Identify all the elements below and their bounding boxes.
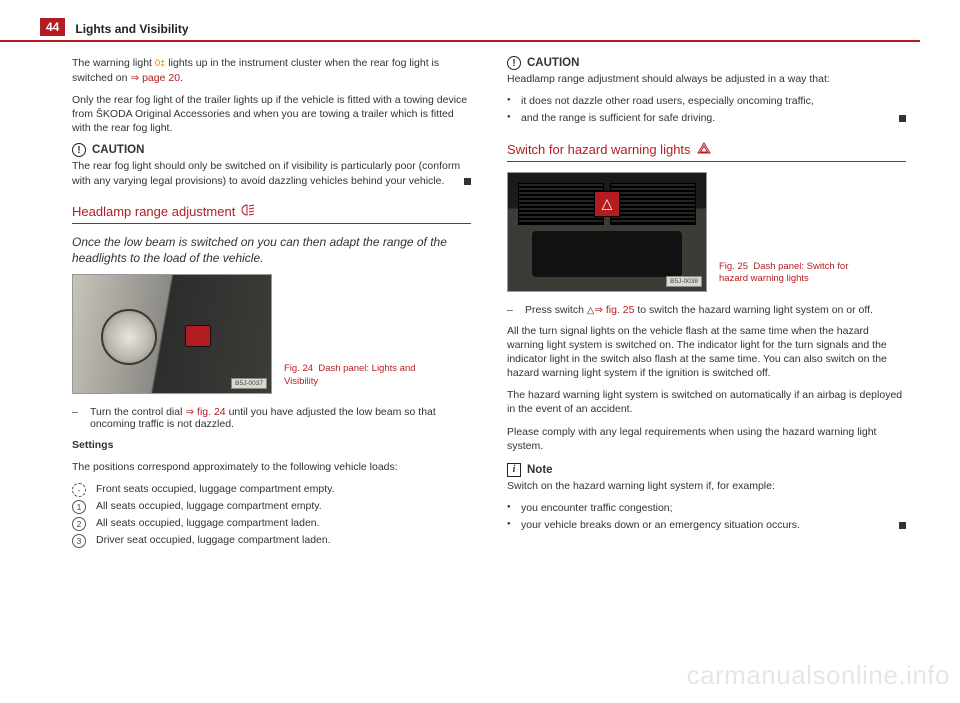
figure-24-image: B5J-0037 bbox=[72, 274, 272, 394]
caution-icon: ! bbox=[507, 56, 521, 70]
note-list: you encounter traffic congestion; your v… bbox=[507, 501, 906, 532]
position-mark: 3 bbox=[72, 534, 86, 548]
section-rule bbox=[72, 223, 471, 224]
hazard-button-graphic bbox=[185, 325, 211, 347]
position-text: All seats occupied, luggage compartment … bbox=[96, 517, 320, 531]
page-header: 44 Lights and Visibility bbox=[0, 0, 960, 40]
intro-paragraph-1: The warning light 0‡ lights up in the in… bbox=[72, 56, 471, 85]
section-title-text: Headlamp range adjustment bbox=[72, 204, 235, 219]
caution-label: CAUTION bbox=[92, 144, 144, 156]
position-row: 1 All seats occupied, luggage compartmen… bbox=[72, 500, 471, 514]
text-run: The warning light bbox=[72, 57, 155, 69]
figure-ref: ⇒ fig. 24 bbox=[185, 406, 225, 418]
text-run: Press switch bbox=[525, 304, 587, 316]
page-number: 44 bbox=[40, 18, 65, 36]
list-item: your vehicle breaks down or an emergency… bbox=[507, 518, 906, 532]
caution-label: CAUTION bbox=[527, 57, 579, 69]
text-run: Turn the control dial bbox=[90, 406, 185, 418]
position-list: - Front seats occupied, luggage compartm… bbox=[72, 483, 471, 548]
list-item: it does not dazzle other road users, esp… bbox=[507, 94, 906, 108]
figure-24-caption: Fig. 24 Dash panel: Lights and Visibilit… bbox=[284, 363, 434, 394]
fog-light-icon: 0‡ bbox=[155, 58, 166, 71]
figure-label: B5J-0038 bbox=[666, 276, 702, 287]
body-paragraph: The hazard warning light system is switc… bbox=[507, 388, 906, 416]
note-lead: Switch on the hazard warning light syste… bbox=[507, 479, 906, 493]
figure-25-caption: Fig. 25 Dash panel: Switch for hazard wa… bbox=[719, 261, 869, 292]
position-text: All seats occupied, luggage compartment … bbox=[96, 500, 322, 514]
radio-graphic bbox=[532, 231, 682, 277]
end-marker bbox=[899, 115, 906, 122]
intro-paragraph-2: Only the rear fog light of the trailer l… bbox=[72, 93, 471, 136]
caution-list: it does not dazzle other road users, esp… bbox=[507, 94, 906, 125]
hazard-triangle-icon bbox=[697, 142, 711, 157]
note-label: Note bbox=[527, 464, 553, 476]
page-title: Lights and Visibility bbox=[75, 22, 188, 36]
step-item: – Press switch △ ⇒ fig. 25 to switch the… bbox=[507, 304, 906, 316]
figure-label: B5J-0037 bbox=[231, 378, 267, 389]
page-ref: ⇒ page 20 bbox=[130, 72, 180, 84]
section-lead: Once the low beam is switched on you can… bbox=[72, 234, 471, 266]
list-item: you encounter traffic congestion; bbox=[507, 501, 906, 515]
figure-25: △ B5J-0038 Fig. 25 Dash panel: Switch fo… bbox=[507, 172, 906, 292]
step-text: Turn the control dial ⇒ fig. 24 until yo… bbox=[90, 406, 471, 430]
section-title-text: Switch for hazard warning lights bbox=[507, 142, 691, 157]
caution-heading: ! CAUTION bbox=[72, 143, 471, 157]
caution-heading: ! CAUTION bbox=[507, 56, 906, 70]
section-title-headlamp: Headlamp range adjustment bbox=[72, 204, 471, 219]
left-column: The warning light 0‡ lights up in the in… bbox=[72, 56, 471, 551]
right-column: ! CAUTION Headlamp range adjustment shou… bbox=[507, 56, 906, 551]
watermark: carmanualsonline.info bbox=[687, 660, 950, 691]
settings-lead: The positions correspond approximately t… bbox=[72, 460, 471, 474]
light-dial-graphic bbox=[101, 309, 157, 365]
section-title-hazard: Switch for hazard warning lights bbox=[507, 142, 906, 157]
position-text: Front seats occupied, luggage compartmen… bbox=[96, 483, 335, 497]
dash-bullet: – bbox=[72, 406, 80, 430]
figure-number: Fig. 25 bbox=[719, 261, 748, 272]
position-mark: - bbox=[72, 483, 86, 497]
dash-bullet: – bbox=[507, 304, 515, 316]
position-text: Driver seat occupied, luggage compartmen… bbox=[96, 534, 331, 548]
position-row: 2 All seats occupied, luggage compartmen… bbox=[72, 517, 471, 531]
text-run: to switch the hazard warning light syste… bbox=[634, 304, 873, 316]
position-mark: 2 bbox=[72, 517, 86, 531]
caution-lead: Headlamp range adjustment should always … bbox=[507, 72, 906, 86]
content-columns: The warning light 0‡ lights up in the in… bbox=[0, 42, 960, 551]
end-marker bbox=[464, 178, 471, 185]
text-run: The rear fog light should only be switch… bbox=[72, 160, 460, 186]
figure-ref: ⇒ fig. 25 bbox=[594, 304, 634, 316]
position-mark: 1 bbox=[72, 500, 86, 514]
figure-number: Fig. 24 bbox=[284, 363, 313, 374]
text-run: . bbox=[180, 72, 183, 84]
list-item: and the range is sufficient for safe dri… bbox=[507, 111, 906, 125]
caution-body: The rear fog light should only be switch… bbox=[72, 159, 471, 187]
headlamp-icon bbox=[241, 204, 255, 219]
caution-icon: ! bbox=[72, 143, 86, 157]
end-marker bbox=[899, 522, 906, 529]
figure-24: B5J-0037 Fig. 24 Dash panel: Lights and … bbox=[72, 274, 471, 394]
body-paragraph: Please comply with any legal requirement… bbox=[507, 425, 906, 453]
note-icon: i bbox=[507, 463, 521, 477]
step-text: Press switch △ ⇒ fig. 25 to switch the h… bbox=[525, 304, 873, 316]
step-item: – Turn the control dial ⇒ fig. 24 until … bbox=[72, 406, 471, 430]
body-paragraph: All the turn signal lights on the vehicl… bbox=[507, 324, 906, 381]
position-row: 3 Driver seat occupied, luggage compartm… bbox=[72, 534, 471, 548]
section-rule bbox=[507, 161, 906, 162]
hazard-switch-graphic: △ bbox=[594, 191, 620, 217]
position-row: - Front seats occupied, luggage compartm… bbox=[72, 483, 471, 497]
note-heading: i Note bbox=[507, 463, 906, 477]
settings-heading: Settings bbox=[72, 438, 471, 452]
text-run: your vehicle breaks down or an emergency… bbox=[521, 519, 800, 531]
text-run: and the range is sufficient for safe dri… bbox=[521, 112, 715, 124]
figure-25-image: △ B5J-0038 bbox=[507, 172, 707, 292]
